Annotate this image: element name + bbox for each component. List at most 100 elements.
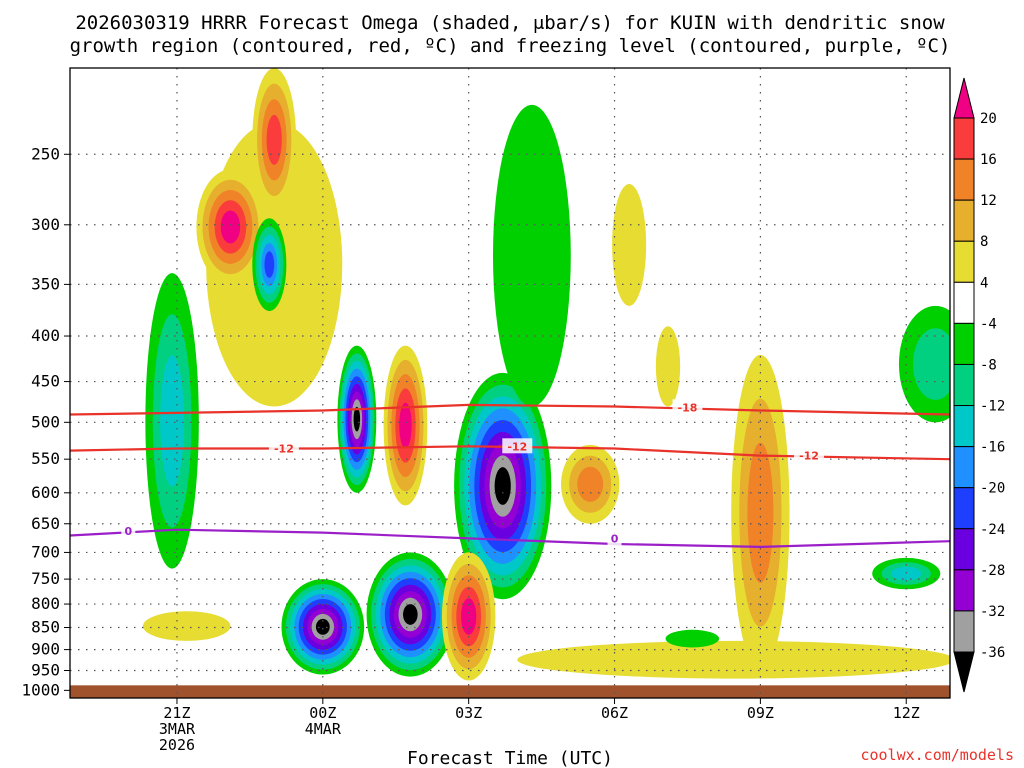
colorbar-bin--12	[953, 363, 975, 407]
contour-label-bg	[268, 440, 299, 456]
colorbar-tick--4: -4	[980, 316, 997, 332]
xtick-label-4MAR: 4MAR	[305, 720, 342, 738]
omega-level--12	[891, 566, 922, 581]
chart-title-line-1: 2026030319 HRRR Forecast Omega (shaded, …	[75, 12, 945, 34]
colorbar-tick-8: 8	[980, 234, 988, 250]
colorbar-bin-16	[953, 117, 975, 160]
surface-ground-layer	[70, 685, 950, 698]
omega-level-12	[747, 442, 774, 583]
colorbar-bin-8	[953, 199, 975, 242]
omega-level-20	[220, 210, 241, 244]
ytick-label-300: 300	[31, 215, 60, 234]
omega-region-n-top-band	[492, 104, 571, 407]
omega-level-4	[517, 640, 950, 679]
omega-level-4	[142, 611, 231, 641]
omega-region-p-right-of-black	[561, 444, 620, 524]
contour-label--12: -12	[799, 450, 819, 463]
omega-region-p-upper-right-drop	[612, 184, 647, 306]
contour-label-bg	[672, 399, 703, 415]
gridlines	[70, 68, 950, 698]
isoline-0	[70, 528, 950, 549]
colorbar-tick--8: -8	[980, 357, 997, 373]
omega-region-p-core-top	[252, 68, 297, 212]
colorbar-tick-4: 4	[980, 275, 988, 291]
omega-level-20	[461, 598, 477, 635]
colorbar-bin--20	[953, 446, 975, 489]
plot-frame	[69, 67, 951, 699]
xtick-label-03Z: 03Z	[455, 704, 482, 722]
ytick-label-1000: 1000	[21, 680, 60, 699]
colorbar-bin--28	[953, 528, 975, 571]
ytick-label-400: 400	[31, 326, 60, 345]
xtick-label-06Z: 06Z	[601, 704, 628, 722]
contour-label--12: -12	[507, 440, 527, 453]
omega-region-n-lower-left	[281, 579, 365, 675]
colorbar-top-arrow	[953, 77, 975, 119]
colorbar-tick--28: -28	[980, 563, 1005, 579]
ytick-label-950: 950	[31, 661, 60, 680]
omega-level--36	[315, 618, 330, 635]
colorbar-tick-20: 20	[980, 111, 997, 127]
omega-region-n-left-column	[145, 273, 199, 569]
ground-surface	[70, 685, 950, 698]
ytick-label-900: 900	[31, 640, 60, 659]
colorbar-tick--20: -20	[980, 481, 1005, 497]
omega-level--36	[494, 467, 511, 505]
ytick-label-250: 250	[31, 144, 60, 163]
ytick-label-850: 850	[31, 617, 60, 636]
colorbar-tick--12: -12	[980, 399, 1005, 415]
contour-label-0: 0	[125, 525, 133, 538]
colorbar-bin-4	[953, 240, 975, 283]
omega-region-n-lower-mid	[366, 552, 455, 677]
ytick-label-750: 750	[31, 569, 60, 588]
colorbar-bin--32	[953, 569, 975, 612]
colorbar-tick-16: 16	[980, 152, 997, 168]
colorbar-bottom-arrow	[953, 651, 975, 693]
ytick-label-650: 650	[31, 514, 60, 533]
ytick-label-800: 800	[31, 594, 60, 613]
omega-region-n-small-upper	[252, 218, 287, 312]
omega-level--4	[665, 629, 720, 648]
contour-label-bg	[607, 530, 622, 546]
contour-label-0: 0	[611, 532, 619, 545]
ytick-label-700: 700	[31, 542, 60, 561]
colorbar-tick--16: -16	[980, 440, 1005, 456]
contour-labels: -18 -12 -12 -12 0 0	[121, 399, 825, 546]
xtick-label-12Z: 12Z	[893, 704, 920, 722]
isoline--18	[70, 403, 950, 416]
ytick-label-500: 500	[31, 412, 60, 431]
omega-region-p-lower-pink	[441, 552, 496, 681]
omega-region-n-small-low	[665, 629, 720, 648]
omega-shading-layer	[142, 68, 950, 681]
contour-label-bg	[794, 447, 825, 463]
omega-region-p-bottom-band	[517, 640, 950, 679]
colorbar-bin-12	[953, 158, 975, 201]
omega-level--36	[403, 604, 418, 625]
omega-level-4	[612, 184, 647, 306]
omega-region-n-mid-left	[337, 345, 377, 493]
omega-level--36	[353, 406, 361, 432]
colorbar-bin--8	[953, 322, 975, 365]
chart-title-line-2: growth region (contoured, red, ºC) and f…	[70, 35, 951, 57]
colorbar-tick--36: -36	[980, 645, 1005, 661]
colorbar-bin--16	[953, 405, 975, 448]
colorbar: 20 16 12 8 4 -4 -8 -12 -16 -20 -24 -28 -32 -36	[953, 77, 1005, 693]
isoline--12	[70, 445, 950, 461]
omega-region-p-left-low	[142, 611, 231, 641]
temperature-contours	[70, 403, 950, 549]
omega-region-p-right-column	[731, 354, 790, 671]
omega-level--4	[492, 104, 571, 407]
omega-region-p-mid-right-drop	[655, 326, 681, 407]
omega-level-4	[655, 326, 681, 407]
y-axis-ticks: 250 300 350 400 450 500 550 600 650 700 750 800 850 9…	[21, 144, 70, 699]
omega-region-p-mid-pink	[383, 345, 428, 506]
omega-level--12	[160, 355, 184, 487]
omega-level-12	[577, 466, 604, 502]
colorbar-bin--4	[953, 281, 975, 324]
ytick-label-450: 450	[31, 372, 60, 391]
ytick-label-550: 550	[31, 449, 60, 468]
ytick-label-350: 350	[31, 274, 60, 293]
xtick-label-00Z: 00Z	[309, 704, 336, 722]
